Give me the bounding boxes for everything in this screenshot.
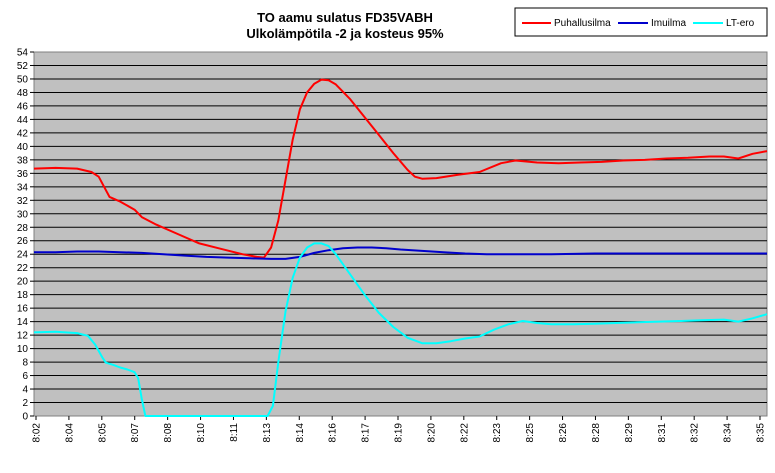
x-axis: 8:02 8:04 8:05 8:07 8:08 8:10 8:11 8:13 8:14 8:16… [32, 416, 767, 442]
x-tick-label: 8:14 [295, 423, 306, 443]
x-tick-label: 8:02 [32, 423, 43, 443]
series-line-lt-ero [33, 242, 768, 417]
y-tick-label: 0 [22, 412, 28, 423]
y-tick-label: 40 [17, 142, 29, 153]
chart-title: TO aamu sulatus FD35VABH [257, 10, 433, 25]
y-tick-label: 36 [17, 169, 29, 180]
y-axis: 0246810121416182022242628303234363840424… [17, 48, 34, 423]
y-tick-label: 8 [22, 358, 28, 369]
x-tick-label: 8:22 [459, 423, 470, 443]
x-tick-label: 8:11 [229, 423, 240, 442]
x-tick-label: 8:08 [163, 423, 174, 443]
y-tick-label: 46 [17, 101, 29, 112]
x-tick-label: 8:20 [426, 423, 437, 443]
chart-subtitle: Ulkolämpötila -2 ja kosteus 95% [246, 26, 444, 41]
y-tick-label: 50 [17, 74, 29, 85]
x-tick-label: 8:29 [624, 423, 635, 443]
y-tick-label: 2 [22, 398, 28, 409]
y-tick-label: 4 [22, 385, 28, 396]
x-tick-label: 8:17 [361, 423, 372, 443]
legend-label-2: LT-ero [726, 18, 755, 29]
y-tick-label: 38 [17, 155, 29, 166]
y-tick-label: 52 [17, 61, 29, 72]
x-tick-label: 8:28 [591, 423, 602, 443]
x-tick-label: 8:32 [690, 423, 701, 443]
y-tick-label: 16 [17, 304, 29, 315]
x-tick-label: 8:10 [196, 423, 207, 443]
y-tick-label: 26 [17, 236, 29, 247]
x-tick-label: 8:26 [558, 423, 569, 443]
y-tick-label: 34 [17, 182, 29, 193]
y-tick-label: 12 [17, 331, 29, 342]
plot-area [33, 51, 768, 417]
y-tick-label: 44 [17, 115, 29, 126]
y-tick-label: 48 [17, 88, 29, 99]
series-line-puhallusilma [33, 78, 768, 259]
y-tick-label: 24 [17, 250, 29, 261]
y-tick-label: 6 [22, 371, 28, 382]
y-tick-label: 54 [17, 48, 29, 59]
y-tick-label: 30 [17, 209, 29, 220]
y-tick-label: 18 [17, 290, 29, 301]
x-tick-label: 8:04 [64, 423, 75, 443]
x-tick-label: 8:25 [525, 423, 536, 443]
y-tick-label: 14 [17, 317, 29, 328]
series-line-imuilma [34, 246, 767, 260]
legend: Puhallusilma Imuilma LT-ero [514, 7, 768, 37]
series-group [33, 78, 768, 417]
y-tick-label: 32 [17, 196, 29, 207]
x-tick-label: 8:19 [394, 423, 405, 443]
y-tick-label: 20 [17, 277, 29, 288]
x-tick-label: 8:35 [756, 423, 767, 443]
y-tick-label: 22 [17, 263, 29, 274]
x-tick-label: 8:13 [262, 423, 273, 443]
x-tick-label: 8:05 [97, 423, 108, 443]
x-tick-label: 8:31 [657, 423, 668, 443]
y-tick-label: 10 [17, 344, 29, 355]
x-tick-label: 8:34 [723, 423, 734, 443]
legend-label-0: Puhallusilma [554, 18, 611, 29]
y-tick-label: 28 [17, 223, 29, 234]
legend-label-1: Imuilma [651, 18, 686, 29]
x-tick-label: 8:07 [130, 423, 141, 443]
x-tick-label: 8:16 [328, 423, 339, 443]
y-tick-label: 42 [17, 128, 29, 139]
x-tick-label: 8:23 [492, 423, 503, 443]
